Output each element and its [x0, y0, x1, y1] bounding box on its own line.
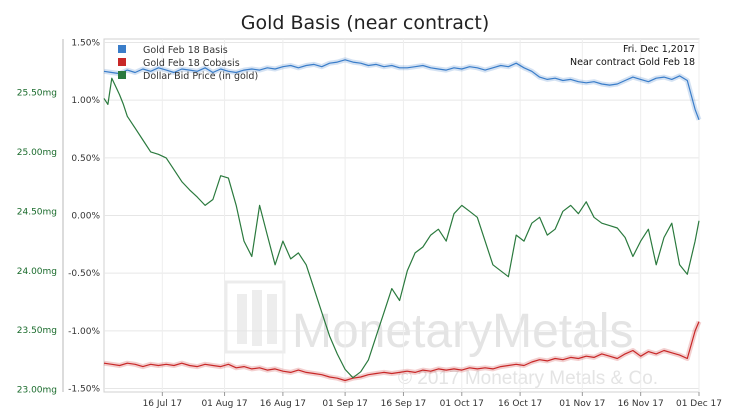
x-axis: 16 Jul 17 01 Aug 17 16 Aug 17 01 Sep 17 16 S… [143, 392, 722, 409]
legend: Gold Feb 18 Basis Gold Feb 18 Cobasis Do… [118, 45, 258, 82]
left-axis: 23.00mg 23.50mg 24.00mg 24.50mg 25.00mg 25.50… [17, 88, 57, 395]
legend-item-cobasis[interactable]: Gold Feb 18 Cobasis [118, 58, 240, 69]
legend-item-dollar-bid[interactable]: Dollar Bid Price (in gold) [118, 71, 258, 82]
series-basis-line [103, 59, 700, 121]
legend-label-dollar-bid: Dollar Bid Price (in gold) [143, 71, 258, 82]
legend-label-cobasis: Gold Feb 18 Cobasis [143, 58, 240, 69]
series-cobasis [103, 320, 702, 383]
left-tick-label: 23.00mg [17, 386, 57, 396]
percent-tick-label: 0.50% [71, 154, 100, 164]
x-tick-label: 01 Aug 17 [201, 399, 247, 409]
percent-axis: -1.50% -1.00% -0.50% 0.00% 0.50% 1.00% 1.50% [68, 38, 100, 394]
series-cobasis-line [103, 321, 700, 382]
series-dollar-bid-line [103, 77, 700, 379]
info-date: Fri. Dec 1,2017 [623, 44, 695, 55]
left-tick-label: 25.00mg [17, 148, 57, 158]
left-tick-label: 25.50mg [17, 88, 57, 98]
x-tick-label: 01 Oct 17 [440, 399, 484, 409]
percent-tick-label: 1.50% [71, 38, 100, 48]
series-layer [103, 57, 702, 383]
legend-swatch-dollar-bid [118, 71, 126, 79]
x-tick-label: 01 Dec 17 [676, 399, 722, 409]
series-basis [103, 57, 702, 121]
series-dollar-bid [103, 77, 700, 379]
watermark-logo-icon [224, 280, 286, 354]
x-tick-label: 01 Nov 17 [559, 399, 605, 409]
x-tick-label: 16 Aug 17 [260, 399, 306, 409]
percent-tick-label: -0.50% [68, 269, 100, 279]
info-box: Fri. Dec 1,2017 Near contract Gold Feb 1… [570, 44, 695, 68]
watermark-brand: MonetaryMetals [292, 305, 633, 358]
left-tick-label: 24.00mg [17, 267, 57, 277]
info-contract: Near contract Gold Feb 18 [570, 57, 695, 68]
grid [104, 39, 700, 392]
x-tick-label: 16 Nov 17 [618, 399, 664, 409]
legend-label-basis: Gold Feb 18 Basis [143, 45, 228, 56]
percent-tick-label: 1.00% [71, 96, 100, 106]
watermark-copyright: © 2017 Monetary Metals & Co. [398, 368, 658, 389]
legend-swatch-basis [118, 45, 126, 53]
percent-tick-label: -1.00% [68, 327, 100, 337]
x-tick-label: 16 Oct 17 [498, 399, 542, 409]
x-tick-label: 01 Sep 17 [322, 399, 368, 409]
x-tick-label: 16 Jul 17 [143, 399, 183, 409]
legend-swatch-cobasis [118, 58, 126, 66]
percent-tick-label: -1.50% [68, 385, 100, 395]
chart-title: Gold Basis (near contract) [241, 12, 489, 34]
percent-tick-label: 0.00% [71, 212, 100, 222]
x-tick-label: 16 Sep 17 [381, 399, 427, 409]
left-tick-label: 24.50mg [17, 207, 57, 217]
left-tick-label: 23.50mg [17, 326, 57, 336]
watermark: MonetaryMetals © 2017 Monetary Metals & … [224, 280, 658, 389]
legend-item-basis[interactable]: Gold Feb 18 Basis [118, 45, 228, 56]
